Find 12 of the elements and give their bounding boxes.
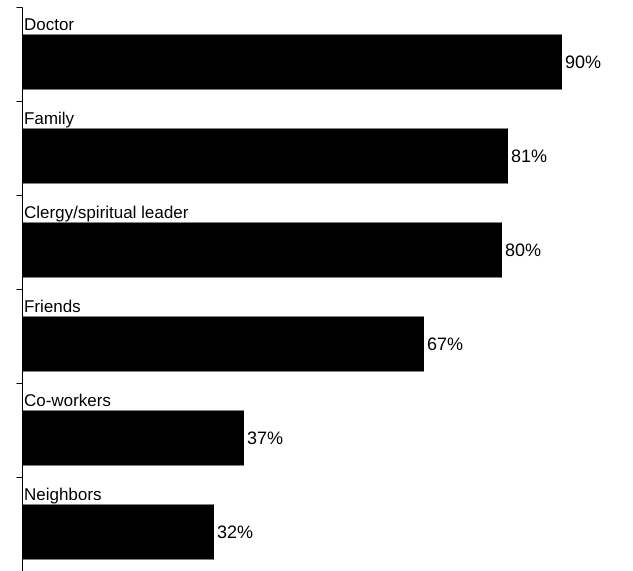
y-tick-label: Neighbors (24, 485, 102, 504)
data-label: 80% (505, 240, 542, 260)
data-label: 67% (427, 334, 464, 354)
y-tick-label: Family (24, 109, 75, 128)
data-label: 32% (217, 522, 254, 542)
y-tick-label: Friends (24, 297, 81, 316)
y-tick-label: Doctor (24, 15, 74, 34)
data-label: 81% (511, 146, 548, 166)
y-tick-label: Clergy/spiritual leader (24, 203, 189, 222)
y-tick-label: Co-workers (24, 391, 111, 410)
data-label: 90% (565, 52, 602, 72)
data-label: 37% (247, 428, 284, 448)
